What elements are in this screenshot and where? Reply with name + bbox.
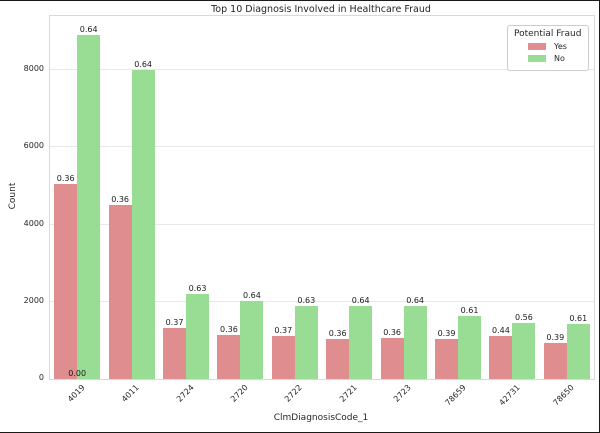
legend-title: Potential Fraud	[514, 29, 582, 39]
gridline-2000	[50, 300, 594, 302]
bar-78650-no	[566, 323, 590, 379]
bar-label-2723-no: 0.64	[406, 295, 424, 305]
bar-2723-yes	[380, 338, 404, 379]
gridline-8000	[50, 69, 594, 71]
x-tick-label-42731: 42731	[497, 383, 522, 408]
bar-label-78650-yes: 0.39	[546, 333, 565, 343]
annotation-4019: 0.00	[68, 369, 87, 378]
legend: Potential Fraud Yes No	[507, 25, 589, 71]
bar-label-2722-yes: 0.37	[274, 326, 293, 336]
bar-2723-no	[403, 305, 427, 379]
bar-4019-no	[77, 35, 101, 379]
y-tick-label-2000: 2000	[23, 295, 44, 305]
bar-2720-yes	[217, 335, 241, 379]
x-tick-label-78659: 78659	[443, 383, 468, 408]
bar-label-4011-no: 0.64	[134, 60, 152, 70]
y-tick-label-4000: 4000	[23, 218, 44, 228]
bar-label-42731-no: 0.56	[514, 313, 533, 323]
bar-2722-yes	[271, 336, 295, 379]
gridline-4000	[50, 223, 594, 225]
bar-78650-yes	[543, 343, 567, 379]
bar-label-4019-yes: 0.36	[56, 173, 75, 183]
x-tick-label-2720: 2720	[229, 383, 250, 404]
y-tick-label-6000: 6000	[23, 141, 44, 151]
legend-swatch-yes	[528, 43, 546, 50]
x-tick-label-4019: 4019	[65, 383, 87, 404]
bar-2721-no	[349, 306, 373, 379]
bar-label-78659-no: 0.61	[460, 306, 479, 316]
bar-4019-yes	[54, 183, 78, 379]
legend-entry-no: No	[528, 54, 582, 63]
bar-label-2720-yes: 0.36	[219, 325, 238, 335]
legend-entry-label: Yes	[554, 42, 567, 51]
x-tick-label-78650: 78650	[551, 383, 577, 408]
y-tick-label-8000: 8000	[23, 64, 44, 74]
bar-label-2723-yes: 0.36	[383, 328, 401, 338]
bar-label-2721-yes: 0.36	[328, 328, 347, 338]
bar-2720-no	[240, 300, 264, 379]
x-tick-label-2724: 2724	[174, 383, 196, 404]
x-tick-label-2723: 2723	[392, 383, 413, 404]
bar-label-42731-yes: 0.44	[491, 325, 510, 335]
bar-label-2724-no: 0.63	[188, 284, 207, 294]
legend-entry-label: No	[554, 54, 565, 63]
bar-label-78659-yes: 0.39	[437, 329, 456, 339]
bar-label-2721-no: 0.64	[351, 296, 370, 306]
bar-78659-yes	[435, 339, 458, 379]
legend-entry-yes: Yes	[528, 42, 582, 51]
bar-label-2724-yes: 0.37	[165, 317, 184, 327]
gridline-6000	[50, 146, 594, 148]
x-axis-label: ClmDiagnosisCode_1	[273, 413, 369, 423]
bar-78659-no	[458, 316, 481, 379]
bar-label-4011-yes: 0.36	[111, 195, 129, 205]
bar-4011-no	[131, 70, 155, 379]
bar-2722-no	[294, 306, 318, 379]
y-tick-label-0: 0	[38, 373, 44, 382]
bar-label-2722-no: 0.63	[297, 296, 316, 306]
bar-4011-yes	[108, 205, 132, 379]
bar-label-4019-no: 0.64	[79, 25, 98, 35]
bar-2724-no	[186, 294, 209, 379]
bar-42731-no	[512, 323, 536, 379]
y-axis-label: Count	[8, 182, 18, 210]
bar-42731-yes	[489, 335, 513, 379]
x-tick-label-2722: 2722	[283, 383, 305, 404]
bar-2724-yes	[163, 327, 186, 379]
legend-swatch-no	[528, 55, 546, 62]
plot-area: Potential Fraud Yes No 0.36 0.64 0.36 0.64 0.…	[49, 15, 595, 380]
chart-title: Top 10 Diagnosis Involved in Healthcare …	[211, 4, 431, 15]
legend-entries: Yes No	[514, 42, 582, 63]
bar-label-78650-no: 0.61	[569, 313, 588, 323]
x-tick-label-2721: 2721	[337, 383, 359, 404]
bar-label-2720-no: 0.64	[242, 290, 261, 300]
bar-2721-yes	[326, 338, 350, 379]
x-tick-label-4011: 4011	[120, 383, 141, 404]
